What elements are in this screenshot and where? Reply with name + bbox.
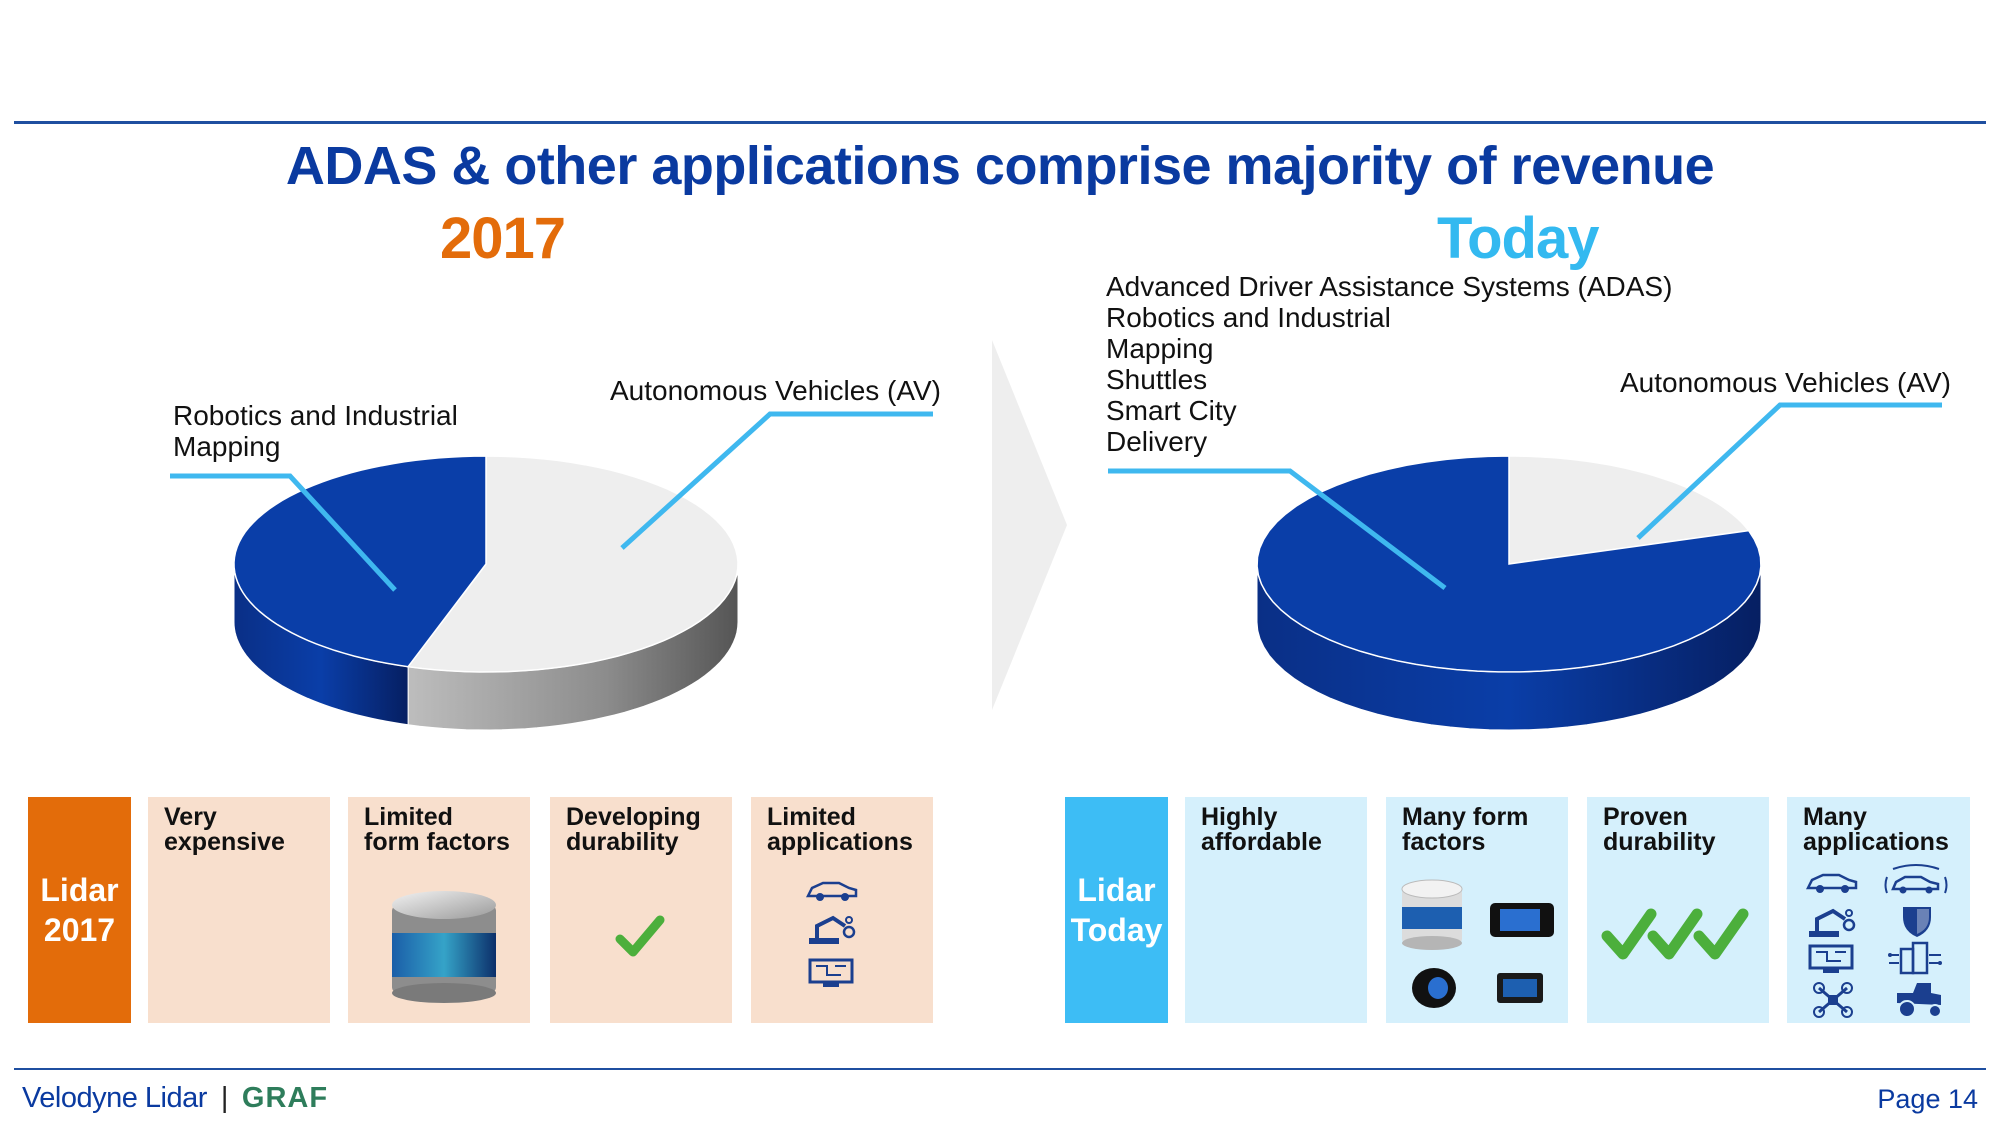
shield-icon [1903, 907, 1931, 937]
card-many-form-factors-text: Many form factors [1402, 805, 1528, 855]
autonomous-car-icon [1884, 864, 1948, 894]
tractor-icon [1897, 983, 1942, 1018]
right-label-shuttles: Shuttles [1106, 364, 1208, 395]
card-very-expensive: Very expensive [148, 797, 330, 1023]
check-icon [615, 915, 665, 957]
card-limited-applications: Limited applications [751, 797, 933, 1023]
drone-icon [1813, 982, 1853, 1018]
leader-line-2017-0 [170, 473, 397, 592]
leader-line-today-1 [1636, 402, 1942, 540]
right-label-av: Autonomous Vehicles (AV) [1620, 367, 1951, 398]
slide-title: ADAS & other applications comprise major… [285, 136, 1715, 196]
bottom-rule [14, 1068, 1986, 1070]
graf-logo: GRAF [241, 1082, 329, 1114]
leader-line-2017-1 [620, 411, 933, 550]
card-line: Many form [1402, 803, 1529, 831]
pie-slice-2017-0 [233, 455, 487, 668]
card-line: Very [164, 803, 217, 831]
lidar-today-tag: Lidar Today [1065, 797, 1168, 1023]
card-line: Many [1803, 803, 1867, 831]
smart-city-icon [1888, 941, 1942, 975]
card-line: Developing [566, 803, 701, 831]
lidar-box-icon [1490, 903, 1554, 937]
card-line: form factors [364, 828, 510, 856]
card-line: applications [767, 828, 913, 856]
footer-logo: Velodyne Lidar | GRAF [22, 1082, 328, 1115]
footer-separator: | [220, 1082, 229, 1114]
right-label-adas: Advanced Driver Assistance Systems (ADAS… [1106, 271, 1673, 302]
card-line: Highly [1201, 803, 1278, 831]
lidar-2017-tag-line1: Lidar [40, 872, 119, 908]
card-developing-durability-text: Developing durability [566, 805, 701, 855]
right-label-mapping: Mapping [1106, 333, 1214, 364]
right-label-smart-city: Smart City [1106, 395, 1237, 426]
mapping-screen-icon [808, 958, 854, 987]
mapping-screen-icon [1808, 944, 1854, 973]
lidar-sensor-icon [392, 891, 496, 1003]
card-many-form-factors: Many form factors [1386, 797, 1568, 1023]
lidar-dome-icon [1412, 968, 1456, 1008]
pie-slice-2017-1 [406, 455, 739, 673]
card-line: Proven [1603, 803, 1688, 831]
card-limited-form-factors: Limited form factors [348, 797, 530, 1023]
pie-charts [170, 402, 1942, 731]
right-label-delivery: Delivery [1106, 426, 1208, 457]
left-label-robotics-line1: Robotics and Industrial [173, 400, 458, 431]
triple-check-icon [1601, 908, 1749, 960]
card-line: applications [1803, 828, 1949, 856]
pie-slice-today-0 [1256, 455, 1762, 673]
lidar-2017-tag-line2: 2017 [43, 912, 116, 948]
card-line: Limited [767, 803, 856, 831]
card-limited-applications-text: Limited applications [767, 805, 913, 855]
car-icon [805, 881, 858, 901]
page-number: Page 14 [1877, 1084, 1978, 1114]
card-line: factors [1402, 828, 1486, 856]
card-line: Limited [364, 803, 453, 831]
left-label-robotics-line2: Mapping [173, 431, 281, 462]
card-line: durability [1603, 828, 1716, 856]
card-highly-affordable-text: Highly affordable [1201, 805, 1322, 855]
card-many-applications-text: Many applications [1803, 805, 1949, 855]
card-highly-affordable: Highly affordable [1185, 797, 1367, 1023]
year-2017-heading: 2017 [440, 206, 566, 271]
lidar-today-tag-line2: Today [1070, 912, 1163, 948]
right-label-robotics: Robotics and Industrial [1106, 302, 1391, 333]
velodyne-logo: Velodyne Lidar [22, 1082, 207, 1114]
robot-arm-icon [1809, 908, 1856, 937]
card-many-applications: Many applications [1787, 797, 1970, 1023]
card-developing-durability: Developing durability [550, 797, 732, 1023]
pie-slice-today-1 [1508, 455, 1751, 565]
transition-chevron-icon [992, 340, 1067, 710]
card-limited-form-factors-text: Limited form factors [364, 805, 510, 855]
robot-arm-icon [809, 915, 856, 944]
leader-line-today-0 [1108, 468, 1447, 590]
lidar-puck-icon [1401, 879, 1463, 950]
left-label-robotics: Robotics and Industrial Mapping [173, 400, 458, 462]
card-line: affordable [1201, 828, 1322, 856]
lidar-2017-tag: Lidar 2017 [28, 797, 131, 1023]
card-proven-durability-text: Proven durability [1603, 805, 1716, 855]
card-very-expensive-text: Very expensive [164, 805, 285, 855]
card-line: durability [566, 828, 679, 856]
lidar-cube-icon [1497, 973, 1543, 1003]
year-today-heading: Today [1437, 206, 1599, 271]
left-label-av: Autonomous Vehicles (AV) [610, 375, 941, 406]
top-rule [14, 121, 1986, 124]
card-proven-durability: Proven durability [1587, 797, 1769, 1023]
car-icon [1805, 873, 1858, 893]
lidar-today-tag-line1: Lidar [1077, 872, 1156, 908]
right-label-list: Advanced Driver Assistance Systems (ADAS… [1106, 271, 1672, 457]
card-line: expensive [164, 828, 285, 856]
